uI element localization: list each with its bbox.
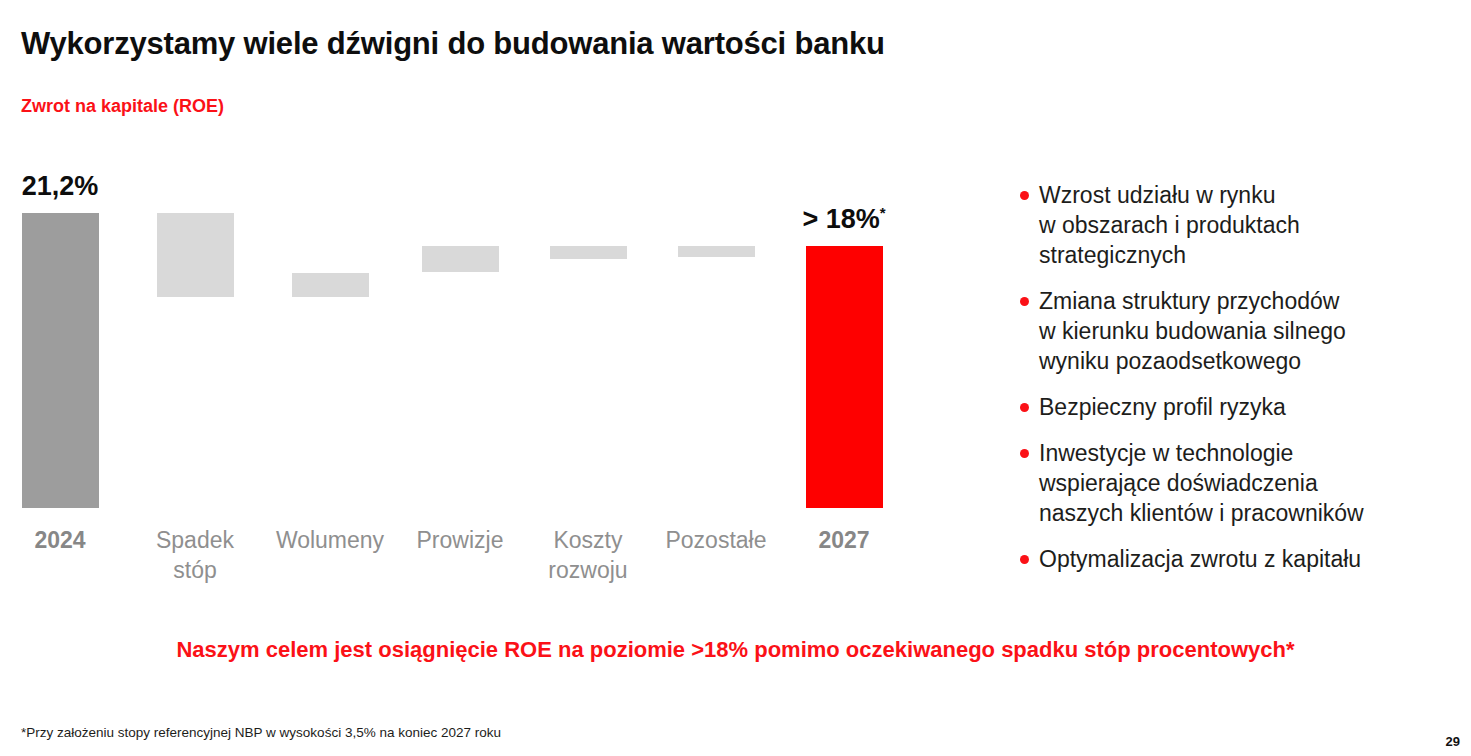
highlight-item: Inwestycje w technologiewspierające dośw… — [1020, 438, 1466, 528]
waterfall-bar-koszty-rozwoju — [550, 246, 627, 259]
waterfall-bar-spadek-stóp — [157, 213, 234, 297]
page-number: 29 — [1446, 734, 1460, 749]
highlights-list: Wzrost udziału w rynkuw obszarach i prod… — [1020, 180, 1466, 590]
bullet-dot-icon — [1020, 555, 1029, 564]
waterfall-bar-2024 — [22, 213, 99, 508]
x-axis-label: 2027 — [759, 525, 929, 555]
highlight-line: strategicznych — [1039, 240, 1466, 270]
footnote: *Przy założeniu stopy referencyjnej NBP … — [21, 725, 501, 740]
highlight-line: Inwestycje w technologie — [1039, 438, 1466, 468]
highlight-line: Optymalizacja zwrotu z kapitału — [1039, 544, 1466, 574]
bullet-dot-icon — [1020, 191, 1029, 200]
highlight-line: Bezpieczny profil ryzyka — [1039, 392, 1466, 422]
highlight-line: w obszarach i produktach — [1039, 210, 1466, 240]
waterfall-bar-2027 — [806, 246, 883, 508]
waterfall-bar-pozostałe — [678, 246, 755, 257]
highlight-line: Zmiana struktury przychodów — [1039, 286, 1466, 316]
highlight-item: Bezpieczny profil ryzyka — [1020, 392, 1466, 422]
bullet-dot-icon — [1020, 403, 1029, 412]
highlight-item: Zmiana struktury przychodóww kierunku bu… — [1020, 286, 1466, 376]
highlight-line: Wzrost udziału w rynku — [1039, 180, 1466, 210]
waterfall-chart: 21,2%2024SpadekstópWolumenyProwizjeKoszt… — [0, 0, 960, 620]
goal-statement: Naszym celem jest osiągnięcie ROE na poz… — [0, 637, 1471, 663]
highlight-line: wyniku pozaodsetkowego — [1039, 346, 1466, 376]
highlight-line: w kierunku budowania silnego — [1039, 316, 1466, 346]
highlight-line: wspierające doświadczenia — [1039, 468, 1466, 498]
waterfall-bar-prowizje — [422, 246, 499, 272]
highlight-item: Wzrost udziału w rynkuw obszarach i prod… — [1020, 180, 1466, 270]
highlight-item: Optymalizacja zwrotu z kapitału — [1020, 544, 1466, 574]
bar-value-label: > 18%* — [754, 204, 934, 235]
bar-value-label: 21,2% — [0, 171, 150, 202]
slide: Wykorzystamy wiele dźwigni do budowania … — [0, 0, 1471, 756]
bullet-dot-icon — [1020, 449, 1029, 458]
bullet-dot-icon — [1020, 297, 1029, 306]
waterfall-bar-wolumeny — [292, 273, 369, 297]
highlight-line: naszych klientów i pracowników — [1039, 498, 1466, 528]
